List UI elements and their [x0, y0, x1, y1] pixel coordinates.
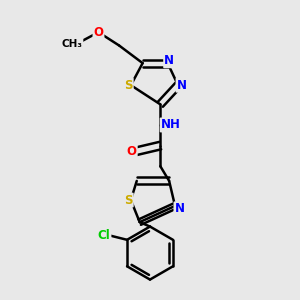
- Text: N: N: [174, 202, 184, 215]
- Text: O: O: [94, 26, 103, 39]
- Text: Cl: Cl: [98, 229, 110, 242]
- Text: N: N: [176, 79, 187, 92]
- Text: N: N: [164, 54, 174, 67]
- Text: NH: NH: [161, 118, 181, 131]
- Text: CH₃: CH₃: [61, 39, 82, 49]
- Text: O: O: [127, 145, 137, 158]
- Text: S: S: [124, 79, 133, 92]
- Text: S: S: [124, 194, 133, 207]
